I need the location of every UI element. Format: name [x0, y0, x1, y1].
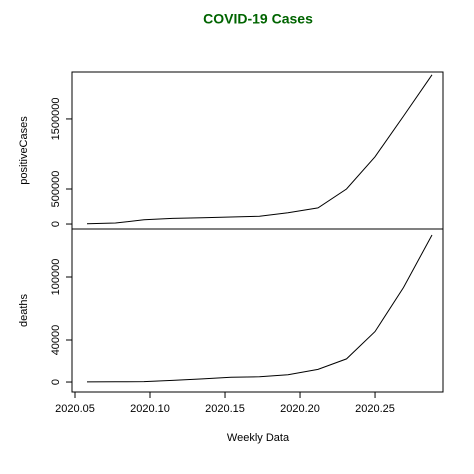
y-tick-label: 1500000 [50, 98, 62, 141]
y-tick-label: 500000 [50, 171, 62, 208]
y-tick-label: 40000 [50, 325, 62, 356]
chart-title: COVID-19 Cases [203, 11, 313, 27]
x-tick-label: 2020.20 [280, 403, 320, 415]
y-axis-label: deaths [18, 293, 30, 327]
y-tick-label: 100000 [50, 259, 62, 296]
x-tick-label: 2020.25 [355, 403, 395, 415]
x-tick-label: 2020.05 [55, 403, 95, 415]
y-axis-label: positiveCases [18, 116, 30, 185]
data-line [86, 74, 433, 225]
panel-frame [71, 228, 444, 393]
y-tick-label: 0 [50, 379, 62, 385]
panel-frame [71, 71, 444, 230]
x-axis-label: Weekly Data [227, 432, 290, 444]
x-tick-label: 2020.10 [130, 403, 170, 415]
data-line [86, 234, 433, 383]
y-tick-label: 0 [50, 221, 62, 227]
x-tick-label: 2020.15 [205, 403, 245, 415]
